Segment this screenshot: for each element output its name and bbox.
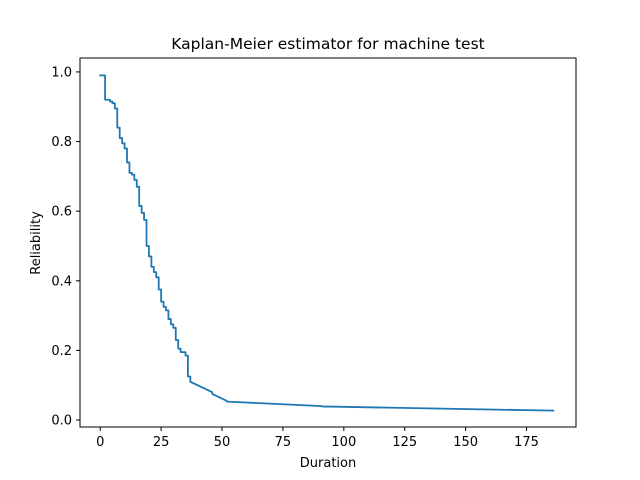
y-tick-label: 0.8 <box>51 135 72 150</box>
y-axis-label: Reliability <box>29 211 44 275</box>
x-tick-label: 50 <box>214 435 231 450</box>
y-axis-ticks: 0.0 0.2 0.4 0.6 0.8 1.0 <box>51 65 80 429</box>
x-tick-label: 175 <box>514 435 539 450</box>
x-axis-ticks: 0 25 50 75 100 125 150 175 <box>96 427 539 450</box>
y-tick-label: 0.0 <box>51 414 72 429</box>
x-tick-label: 150 <box>453 435 478 450</box>
x-tick-label: 25 <box>153 435 170 450</box>
y-tick-label: 0.6 <box>51 205 72 220</box>
x-tick-label: 75 <box>275 435 292 450</box>
survival-curve-line <box>99 74 555 412</box>
chart-title: Kaplan-Meier estimator for machine test <box>171 35 485 53</box>
x-tick-label: 125 <box>392 435 417 450</box>
x-axis-label: Duration <box>300 456 356 471</box>
axes-frame <box>79 57 577 428</box>
y-tick-label: 0.2 <box>51 344 72 359</box>
x-tick-label: 0 <box>96 435 104 450</box>
y-tick-label: 1.0 <box>51 65 72 80</box>
plot-area <box>99 74 555 412</box>
y-tick-label: 0.4 <box>51 274 72 289</box>
x-tick-label: 100 <box>331 435 356 450</box>
